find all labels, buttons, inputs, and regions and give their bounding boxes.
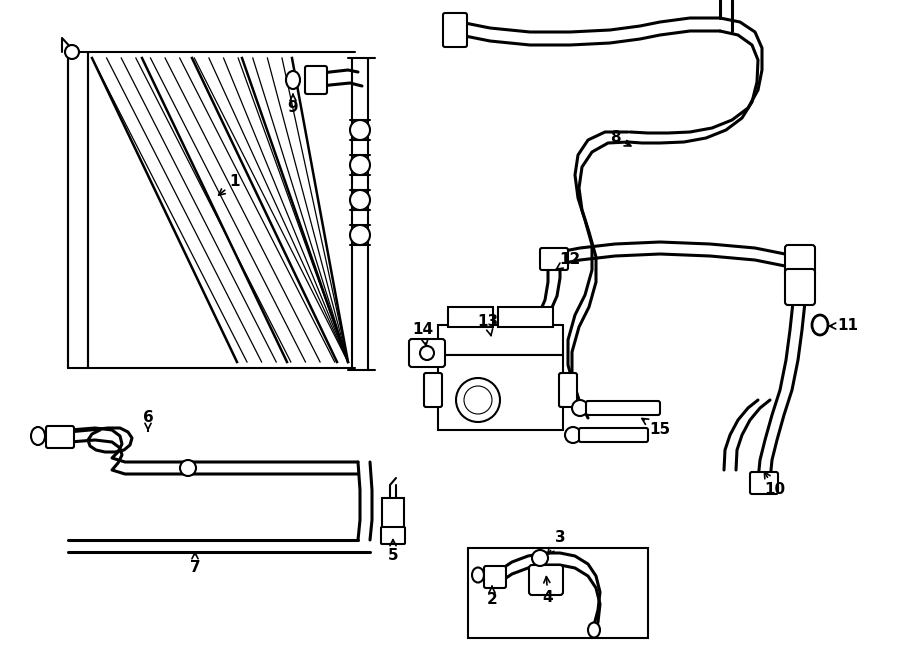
- Text: 13: 13: [477, 315, 499, 336]
- Ellipse shape: [588, 623, 600, 637]
- FancyBboxPatch shape: [381, 527, 405, 544]
- FancyBboxPatch shape: [424, 373, 442, 407]
- FancyBboxPatch shape: [438, 325, 563, 355]
- FancyBboxPatch shape: [529, 565, 563, 595]
- FancyBboxPatch shape: [498, 307, 553, 327]
- Text: 7: 7: [190, 553, 201, 576]
- Ellipse shape: [472, 568, 484, 582]
- Circle shape: [532, 550, 548, 566]
- Text: 10: 10: [764, 472, 786, 498]
- FancyBboxPatch shape: [305, 66, 327, 94]
- Circle shape: [180, 460, 196, 476]
- FancyBboxPatch shape: [438, 355, 563, 430]
- Circle shape: [350, 120, 370, 140]
- Circle shape: [65, 45, 79, 59]
- Text: 4: 4: [543, 576, 553, 605]
- Circle shape: [565, 427, 581, 443]
- FancyBboxPatch shape: [785, 269, 815, 305]
- Text: 1: 1: [219, 175, 240, 195]
- Circle shape: [350, 225, 370, 245]
- Text: 2: 2: [487, 586, 498, 607]
- FancyBboxPatch shape: [382, 498, 404, 528]
- FancyBboxPatch shape: [559, 373, 577, 407]
- FancyBboxPatch shape: [479, 337, 499, 353]
- FancyBboxPatch shape: [46, 426, 74, 448]
- FancyBboxPatch shape: [484, 566, 506, 588]
- Circle shape: [572, 400, 588, 416]
- Text: 15: 15: [642, 418, 670, 438]
- FancyBboxPatch shape: [785, 245, 815, 277]
- FancyBboxPatch shape: [750, 472, 778, 494]
- Circle shape: [350, 190, 370, 210]
- Ellipse shape: [286, 71, 300, 89]
- FancyBboxPatch shape: [409, 339, 445, 367]
- Text: 5: 5: [388, 539, 399, 563]
- Text: 8: 8: [609, 130, 631, 146]
- Text: 3: 3: [548, 531, 565, 555]
- FancyBboxPatch shape: [448, 307, 493, 327]
- Ellipse shape: [812, 315, 828, 335]
- Text: 12: 12: [556, 253, 581, 269]
- FancyBboxPatch shape: [540, 248, 568, 270]
- FancyBboxPatch shape: [579, 428, 648, 442]
- FancyBboxPatch shape: [586, 401, 660, 415]
- Text: 6: 6: [142, 410, 153, 431]
- Text: 14: 14: [412, 323, 434, 346]
- Text: 11: 11: [830, 319, 859, 334]
- Text: 9: 9: [288, 95, 298, 116]
- Circle shape: [420, 346, 434, 360]
- Bar: [468, 548, 648, 638]
- Circle shape: [456, 378, 500, 422]
- Ellipse shape: [31, 427, 45, 445]
- Circle shape: [350, 155, 370, 175]
- FancyBboxPatch shape: [443, 13, 467, 47]
